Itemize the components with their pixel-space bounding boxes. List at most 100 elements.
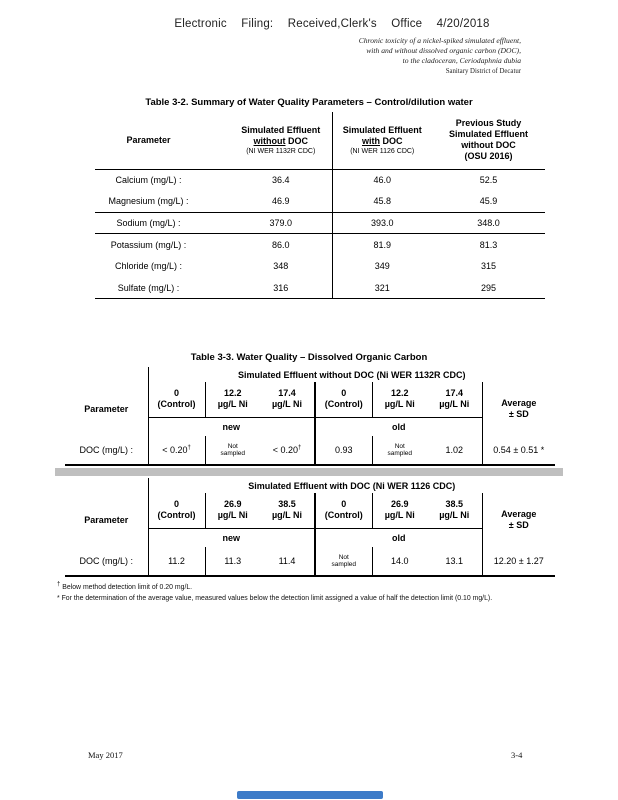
t32-value: 45.9 <box>432 190 545 213</box>
horizontal-scrollbar-thumb[interactable] <box>237 791 383 799</box>
footnote: † Below method detection limit of 0.20 m… <box>57 581 193 591</box>
footer-page-number: 3-4 <box>511 750 523 760</box>
t32-param: Sodium (mg/L) : <box>95 212 230 235</box>
t32-value: 46.0 <box>373 175 392 186</box>
table-3-2: Parameter Simulated Effluent without DOC… <box>95 112 545 300</box>
table-row: Magnesium (mg/L) : 46.9 45.8 45.9 <box>95 190 545 213</box>
t32-value: 52.5 <box>479 175 498 186</box>
t32-value: 379.0 <box>230 212 333 235</box>
document-title-line: with and without dissolved organic carbo… <box>366 45 521 55</box>
t33b-value: 14.0 <box>372 547 427 577</box>
t33b-value: 11.3 <box>205 547 260 577</box>
t33a-corner-cell <box>65 367 149 382</box>
t33b-header-control-old: 0 (Control) <box>315 493 373 529</box>
t33a-header-conc2-old: 17.4 µg/L Ni <box>427 382 483 418</box>
table-3-2-title: Table 3-2. Summary of Water Quality Para… <box>145 97 473 108</box>
table-footnotes: † Below method detection limit of 0.20 m… <box>57 582 492 604</box>
t32-value: 349 <box>374 261 390 272</box>
t33a-value: 1.02 <box>427 436 483 466</box>
t32-value: 86.0 <box>230 233 333 256</box>
table-3-3-title: Table 3-3. Water Quality – Dissolved Org… <box>190 352 428 363</box>
t33b-header-control-new: 0 (Control) <box>148 493 206 529</box>
t32-param: Calcium (mg/L) : <box>115 175 182 186</box>
t32-value: 348 <box>230 255 333 277</box>
t33a-age-old: old <box>315 417 483 436</box>
footnote-marker: † <box>57 581 61 588</box>
t33b-value: Not sampled <box>315 547 373 577</box>
t33b-param: DOC (mg/L) : <box>65 547 149 577</box>
t32-header-without-doc: Simulated Effluent without DOC (NI WER 1… <box>230 112 333 170</box>
t33b-value: 13.1 <box>427 547 483 577</box>
t32-value: 321 <box>332 276 432 300</box>
t33b-group-header: Simulated Effluent with DOC (Ni WER 1126… <box>248 480 456 491</box>
t33b-corner-cell <box>65 478 149 493</box>
t32-param: Chloride (mg/L) : <box>114 261 183 272</box>
t33a-header-parameter: Parameter <box>65 382 149 436</box>
document-title-line: Chronic toxicity of a nickel-spiked simu… <box>358 36 521 45</box>
t33a-value: Not sampled <box>372 436 427 466</box>
table-3-3-without-doc: Simulated Effluent without DOC (Ni WER 1… <box>65 367 556 466</box>
t33a-age-new: new <box>148 417 316 436</box>
t33a-header-conc1-old: 12.2 µg/L Ni <box>372 382 427 418</box>
t32-value: 315 <box>480 261 497 272</box>
t32-param: Sulfate (mg/L) : <box>95 276 230 300</box>
t32-value: 36.4 <box>230 169 333 191</box>
t33a-value: 0.93 <box>315 436 373 466</box>
t32-value: 316 <box>230 276 333 300</box>
document-title-line: to the cladoceran, Ceriodaphnia dubia <box>402 55 521 65</box>
t33b-header-parameter: Parameter <box>65 493 149 547</box>
t32-value: 81.3 <box>479 239 498 250</box>
footer-date: May 2017 <box>88 750 123 760</box>
t33a-header-control-new: 0 (Control) <box>148 382 206 418</box>
t32-value: 46.9 <box>230 190 333 213</box>
t33a-value: < 0.20† <box>148 436 206 466</box>
footnote-marker: † <box>187 445 191 451</box>
table-row: DOC (mg/L) : 11.2 11.3 11.4 Not sampled … <box>65 547 556 577</box>
t33a-header-average: Average ± SD <box>501 398 537 419</box>
t32-value: 393.0 <box>332 212 432 235</box>
table-row: Calcium (mg/L) : 36.4 46.0 52.5 <box>95 169 545 191</box>
t33a-value: < 0.20† <box>260 436 316 466</box>
t32-header-study-id: (NI WER 1126 CDC) <box>350 147 415 155</box>
table-row: Sulfate (mg/L) : 316 321 295 <box>95 276 545 300</box>
t33b-value: 11.2 <box>148 547 206 577</box>
table-separator-band <box>55 468 563 476</box>
footnote-marker: * <box>57 595 60 602</box>
t33a-header-conc1-new: 12.2 µg/L Ni <box>205 382 260 418</box>
footnote: * For the determination of the average v… <box>57 595 493 602</box>
t33b-header-conc2-new: 38.5 µg/L Ni <box>260 493 316 529</box>
table-row: Chloride (mg/L) : 348 349 315 <box>95 255 545 277</box>
t32-header-with-doc: Simulated Effluent with DOC (NI WER 1126… <box>332 112 432 170</box>
t32-value: 45.8 <box>332 190 432 213</box>
t32-param: Magnesium (mg/L) : <box>95 190 230 213</box>
t33b-age-old: old <box>315 528 483 547</box>
t32-value: 348.0 <box>432 212 545 235</box>
table-3-3-with-doc: Simulated Effluent with DOC (Ni WER 1126… <box>65 478 556 577</box>
t32-header-previous-study: Previous Study Simulated Effluent withou… <box>432 112 545 170</box>
t32-value: 295 <box>432 276 545 300</box>
t33a-header-conc2-new: 17.4 µg/L Ni <box>260 382 316 418</box>
t33a-param: DOC (mg/L) : <box>65 436 149 466</box>
t33b-header-conc2-old: 38.5 µg/L Ni <box>427 493 483 529</box>
t33b-header-conc1-old: 26.9 µg/L Ni <box>372 493 427 529</box>
organization-line: Sanitary District of Decatur <box>445 67 521 75</box>
t32-value: 81.9 <box>373 239 392 250</box>
t33b-header-conc1-new: 26.9 µg/L Ni <box>205 493 260 529</box>
t33b-value: 11.4 <box>260 547 316 577</box>
table-row: DOC (mg/L) : < 0.20† Not sampled < 0.20†… <box>65 436 556 466</box>
t32-header-study-id: (NI WER 1132R CDC) <box>246 147 316 155</box>
t33a-value: Not sampled <box>205 436 260 466</box>
t33b-average-value: 12.20 ± 1.27 <box>482 547 556 577</box>
table-row: Potassium (mg/L) : 86.0 81.9 81.3 <box>95 233 545 256</box>
t32-param: Potassium (mg/L) : <box>110 239 187 250</box>
document-title-block: Chronic toxicity of a nickel-spiked simu… <box>359 36 521 77</box>
t33a-average-value: 0.54 ± 0.51 * <box>482 436 556 466</box>
footnote-marker: † <box>297 445 302 451</box>
t33a-header-control-old: 0 (Control) <box>315 382 373 418</box>
table-row: Sodium (mg/L) : 379.0 393.0 348.0 <box>95 212 545 235</box>
t32-header-parameter: Parameter <box>95 112 230 170</box>
electronic-filing-stamp: Electronic Filing: Received,Clerk's Offi… <box>174 18 490 30</box>
t33a-group-header: Simulated Effluent without DOC (Ni WER 1… <box>238 369 466 380</box>
t33b-header-average: Average ± SD <box>501 509 537 530</box>
